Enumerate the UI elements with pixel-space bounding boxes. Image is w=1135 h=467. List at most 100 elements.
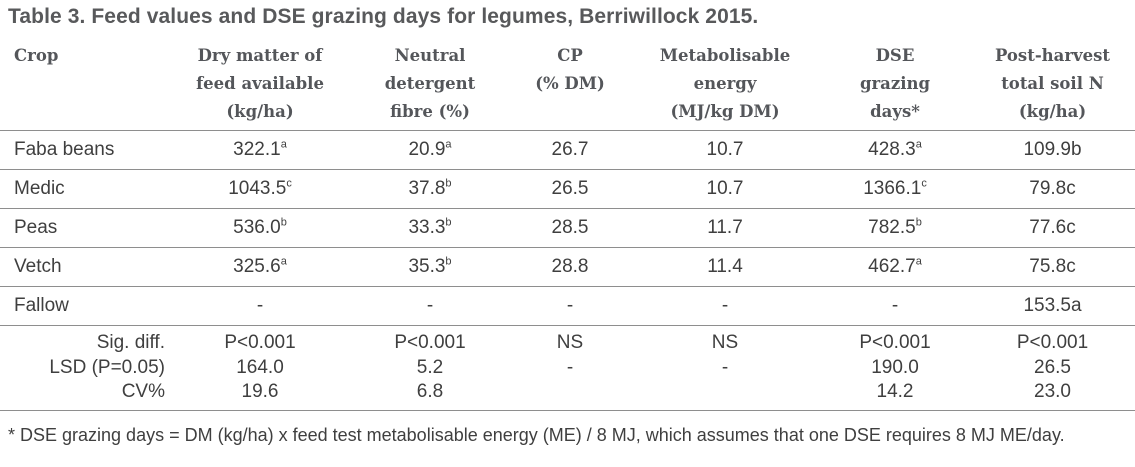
significance-superscript: a [445,138,452,151]
value-cell: 37.8b [350,169,510,209]
value-cell: 75.8c [970,247,1135,287]
statistics-block: Sig. diff. P<0.001 P<0.001 NS NS P<0.001… [0,326,1135,411]
stats-value-cell: 26.5 [1034,356,1071,378]
value-cell: 10.7 [630,130,820,170]
value-cell: 1366.1c [820,169,970,209]
crop-cell: Fallow [0,286,170,326]
value-cell: 26.7 [510,130,630,170]
value-cell: 109.9b [970,130,1135,170]
header-line: Crop [14,46,59,65]
header-line: (MJ/kg DM) [670,102,780,121]
stats-value-cell: NS [711,332,739,353]
column-header-crop: Crop [0,35,170,131]
crop-cell: Vetch [0,247,170,287]
significance-superscript: a [280,138,287,151]
value-cell: 77.6c [970,208,1135,248]
value-cell: 1043.5c [170,169,350,209]
stats-value-cell: 6.8 [350,381,510,411]
value-cell: 462.7a [820,247,970,287]
stats-value-cell: P<0.001 [224,332,296,353]
value-cell: 20.9a [350,130,510,170]
stats-value-cell: 19.6 [170,381,350,411]
value-cell: 28.8 [510,247,630,287]
column-header-dse-grazing-days: DSE grazing days* [820,35,970,131]
value-cell: 11.7 [630,208,820,248]
significance-superscript: a [915,138,922,151]
stats-row-label: CV% [0,381,170,411]
value-cell: - [630,286,820,326]
table-body: Faba beans 322.1a 20.9a 26.7 10.7 428.3a… [0,130,1135,326]
value-cell: - [350,286,510,326]
header-line: grazing [859,74,931,93]
table-row-medic: Medic 1043.5c 37.8b 26.5 10.7 1366.1c 79… [0,169,1135,209]
header-line: detergent [384,74,476,93]
header-line: energy [693,74,757,93]
value-cell: 322.1a [170,130,350,170]
table-row-vetch: Vetch 325.6a 35.3b 28.8 11.4 462.7a 75.8… [0,247,1135,287]
header-line: fibre (%) [390,102,470,121]
stats-row-label: LSD (P=0.05) [49,356,165,378]
stats-row-cv: CV% 19.6 6.8 14.2 23.0 [0,381,1135,411]
column-header-ndf: Neutral detergent fibre (%) [350,35,510,131]
header-line: Metabolisable [659,46,791,65]
value-cell: - [510,286,630,326]
table-row-faba-beans: Faba beans 322.1a 20.9a 26.7 10.7 428.3a… [0,130,1135,170]
value-cell: 11.4 [630,247,820,287]
significance-superscript: c [921,177,927,190]
header-line: days* [870,102,920,121]
stats-value-cell: 190.0 [871,356,919,378]
significance-superscript: b [280,216,287,229]
column-header-metabolisable-energy: Metabolisable energy (MJ/kg DM) [630,35,820,131]
crop-cell: Medic [0,169,170,209]
table-footnote: * DSE grazing days = DM (kg/ha) x feed t… [8,425,1065,445]
significance-superscript: a [280,255,287,268]
value-cell: 782.5b [820,208,970,248]
header-line: (kg/ha) [226,102,294,121]
stats-value-cell: - [721,356,729,378]
significance-superscript: b [445,216,452,229]
value-cell: 26.5 [510,169,630,209]
header-line: Neutral [394,46,466,65]
stats-row-label: Sig. diff. [96,332,165,353]
significance-superscript: a [915,255,922,268]
table-caption: Table 3. Feed values and DSE grazing day… [8,5,759,28]
stats-row-sig-diff: Sig. diff. P<0.001 P<0.001 NS NS P<0.001… [0,326,1135,355]
crop-cell: Faba beans [0,130,170,170]
stats-value-cell: 23.0 [970,381,1135,411]
value-cell: 33.3b [350,208,510,248]
column-header-cp: CP (% DM) [510,35,630,131]
value-cell: 153.5a [970,286,1135,326]
stats-value-cell [630,381,820,411]
significance-superscript: b [915,216,922,229]
significance-superscript: c [286,177,292,190]
value-cell: 35.3b [350,247,510,287]
feed-values-table: Crop Dry matter of feed available (kg/ha… [0,35,1135,411]
value-cell: - [170,286,350,326]
column-header-dry-matter: Dry matter of feed available (kg/ha) [170,35,350,131]
header-row: Crop Dry matter of feed available (kg/ha… [0,35,1135,131]
table-header: Crop Dry matter of feed available (kg/ha… [0,35,1135,131]
header-line: CP [557,46,583,65]
stats-value-cell: - [566,356,574,378]
stats-value-cell: 164.0 [236,356,284,378]
significance-superscript: b [445,255,452,268]
stats-value-cell: P<0.001 [859,332,931,353]
header-line: DSE [875,46,915,65]
value-cell: 325.6a [170,247,350,287]
stats-value-cell: P<0.001 [394,332,466,353]
stats-value-cell: P<0.001 [1016,332,1089,353]
header-line: Dry matter of [197,46,323,65]
header-line: (% DM) [535,74,605,93]
significance-superscript: b [445,177,452,190]
stats-value-cell: 14.2 [820,381,970,411]
value-cell: 28.5 [510,208,630,248]
table-row-fallow: Fallow - - - - - 153.5a [0,286,1135,326]
value-cell: - [820,286,970,326]
value-cell: 79.8c [970,169,1135,209]
value-cell: 10.7 [630,169,820,209]
header-line: total soil N [1001,74,1104,93]
header-line: Post-harvest [994,46,1111,65]
table-row-peas: Peas 536.0b 33.3b 28.5 11.7 782.5b 77.6c [0,208,1135,248]
crop-cell: Peas [0,208,170,248]
value-cell: 428.3a [820,130,970,170]
